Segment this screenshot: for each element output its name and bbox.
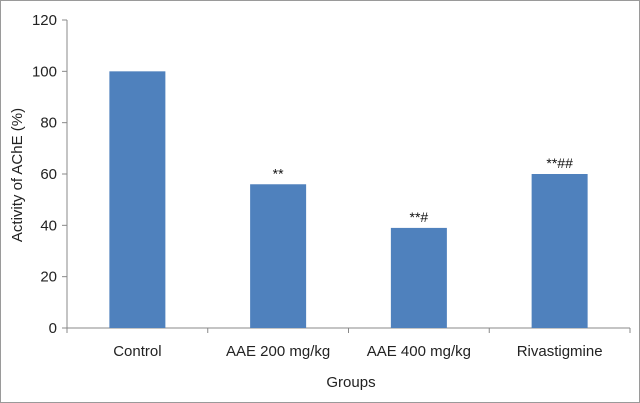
bars <box>109 71 588 328</box>
y-axis-title: Activity of AChE (%) <box>9 108 26 242</box>
y-tick-label: 20 <box>40 269 57 286</box>
bar-annotation-1: ** <box>273 165 284 181</box>
x-tick-label: Rivastigmine <box>517 343 603 360</box>
bar-2 <box>390 227 447 328</box>
x-tick-label: AAE 200 mg/kg <box>226 343 330 360</box>
y-tick-label: 0 <box>49 320 57 337</box>
x-tick-label: Control <box>113 343 161 360</box>
y-tick-label: 40 <box>40 217 57 234</box>
bar-annotation-2: **# <box>410 209 429 225</box>
y-tick-label: 60 <box>40 166 57 183</box>
bar-0 <box>109 71 166 328</box>
x-labels: Control AAE 200 mg/kg AAE 400 mg/kg Rivasti… <box>113 343 602 360</box>
y-tick-label: 80 <box>40 115 57 132</box>
y-tick-label: 100 <box>32 63 57 80</box>
x-axis-title: Groups <box>326 374 375 391</box>
bar-3 <box>531 174 588 328</box>
y-ticks: 0 20 40 60 80 100 120 <box>32 12 67 337</box>
bar-1 <box>250 184 307 328</box>
bar-annotations: ** **# **## <box>273 155 573 225</box>
bar-annotation-3: **## <box>546 155 573 171</box>
y-tick-label: 120 <box>32 12 57 29</box>
x-ticks <box>66 328 631 333</box>
x-tick-label: AAE 400 mg/kg <box>367 343 471 360</box>
